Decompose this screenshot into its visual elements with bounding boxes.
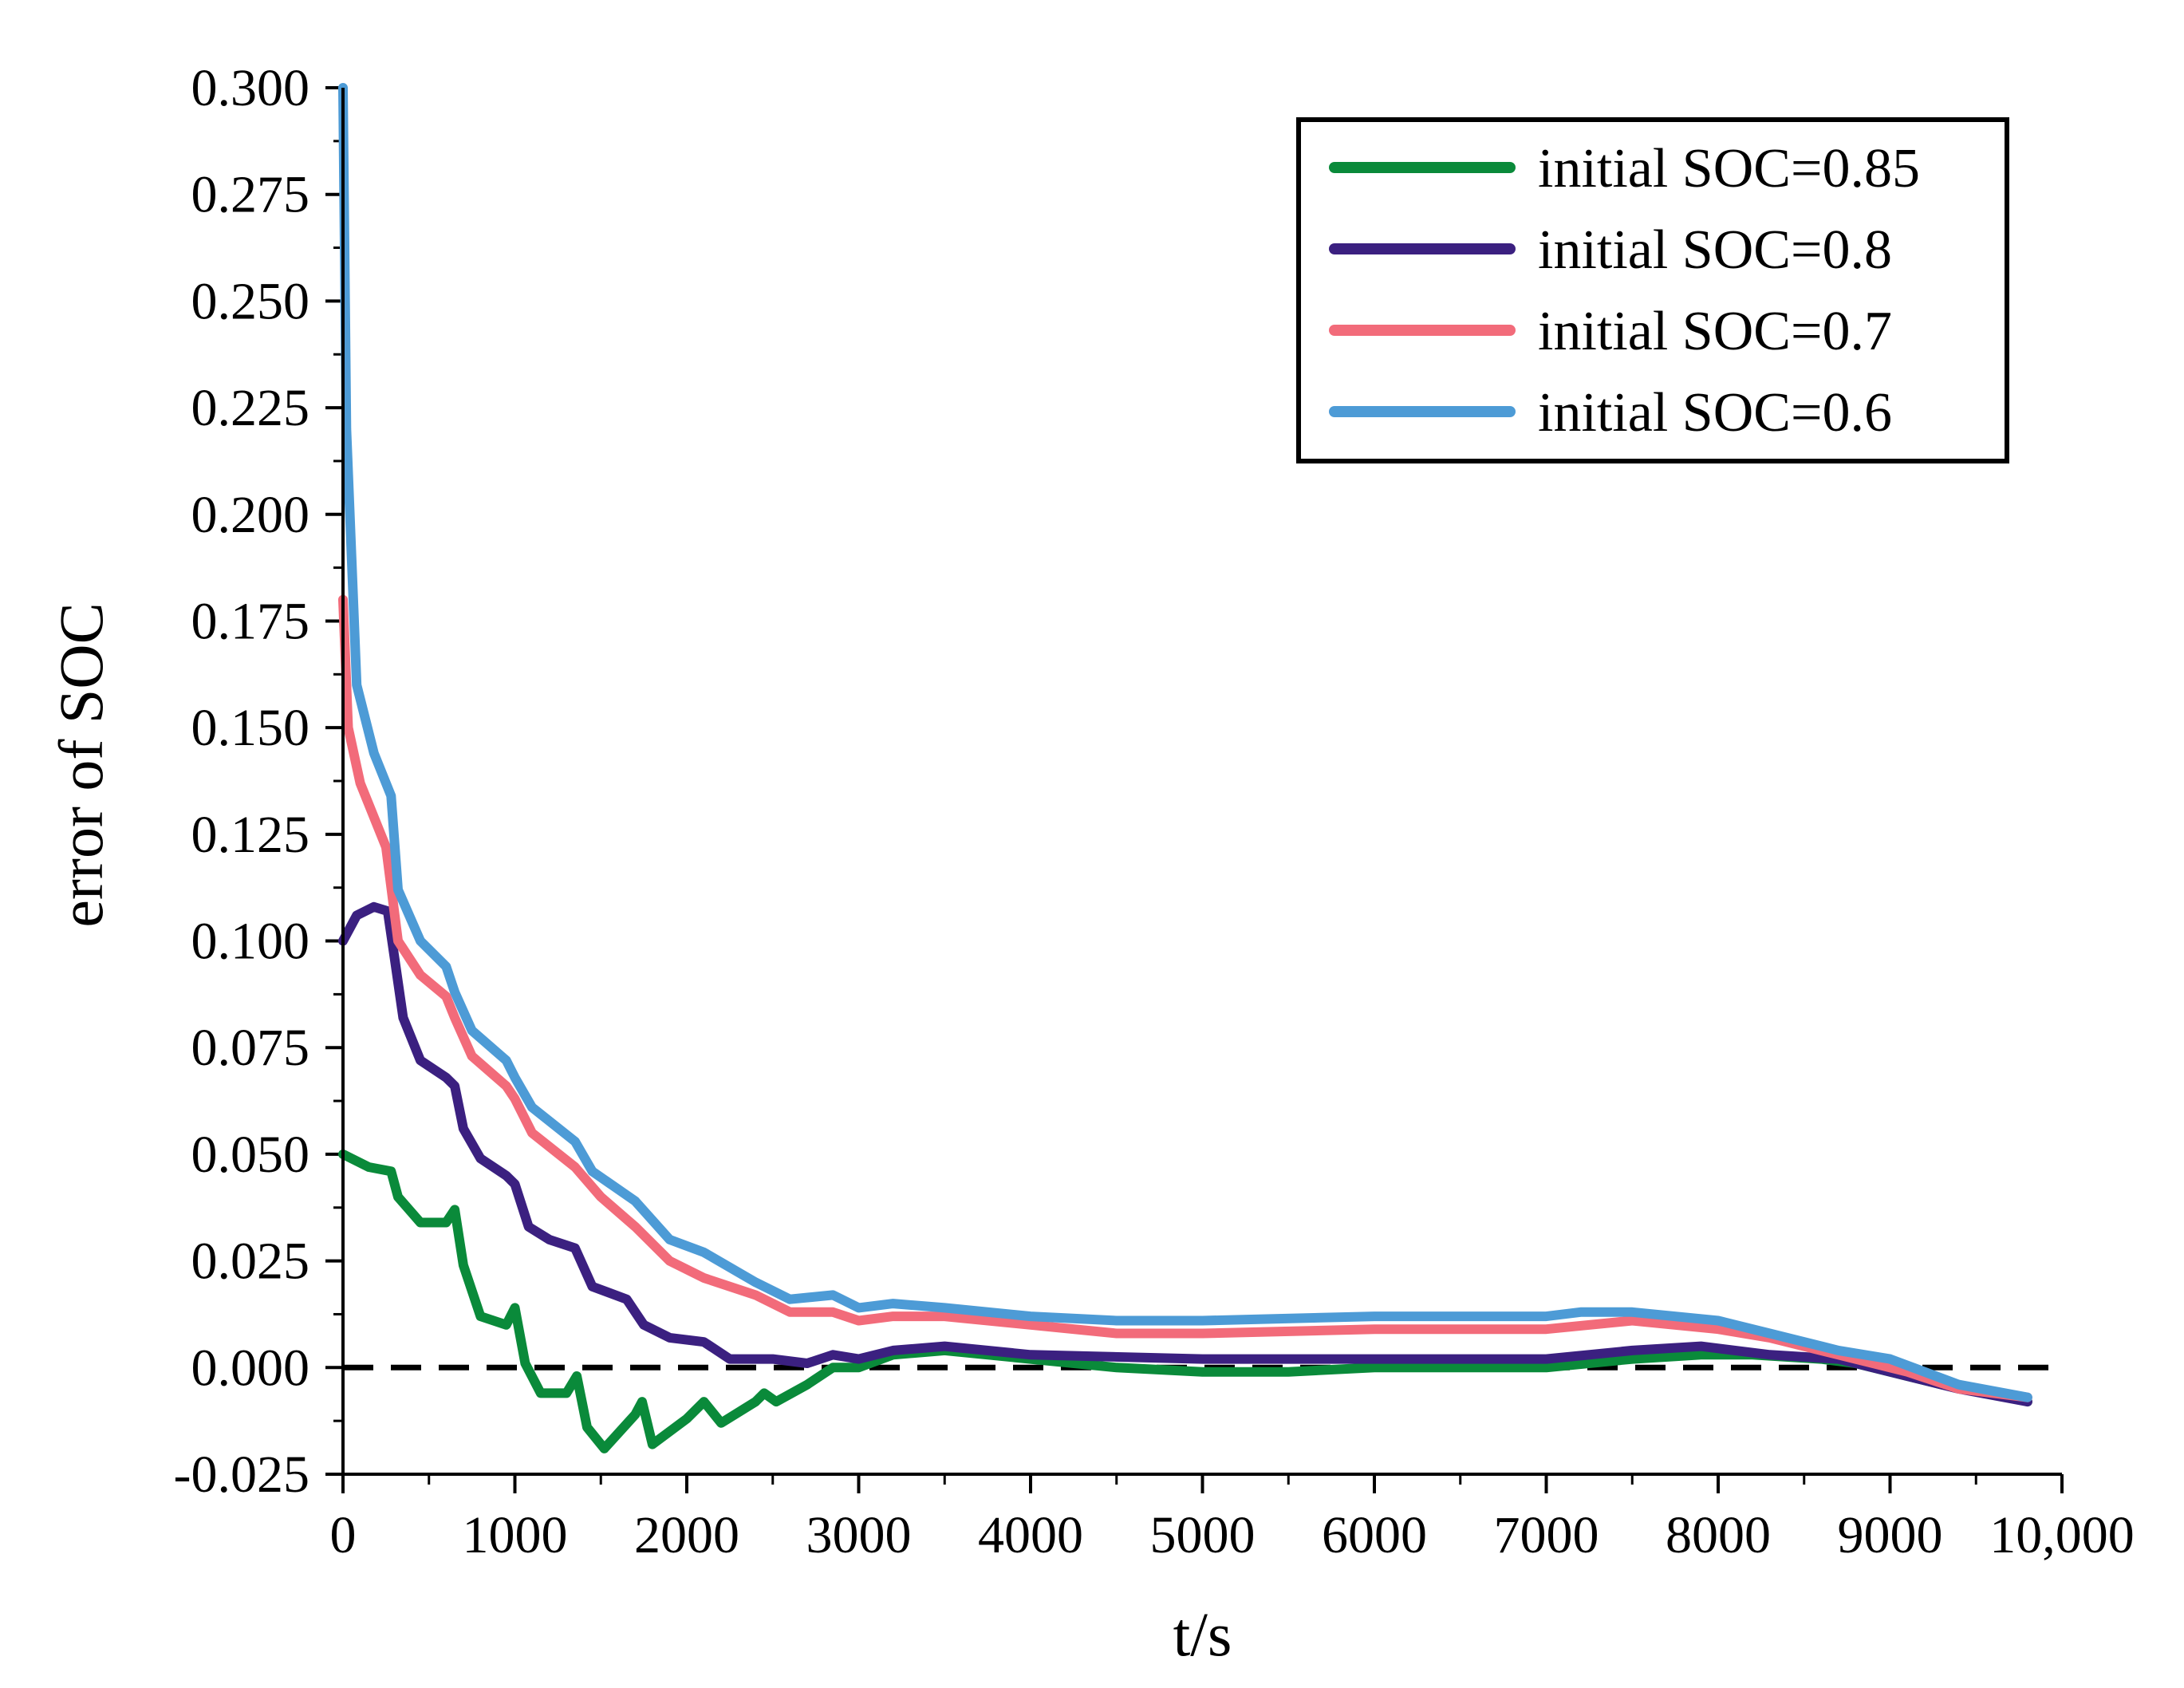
y-tick-label: 0.100 <box>191 913 310 971</box>
x-minor-ticks <box>428 1474 1977 1485</box>
y-tick-label: 0.050 <box>191 1126 310 1184</box>
y-tick-label: 0.025 <box>191 1232 310 1291</box>
x-tick-label: 10,000 <box>1989 1506 2135 1564</box>
y-tick-label: 0.000 <box>191 1339 310 1397</box>
x-tick-label: 0 <box>330 1506 357 1564</box>
y-tick-label: 0.275 <box>191 166 310 224</box>
y-tick-label: 0.225 <box>191 379 310 437</box>
x-axis-title: t/s <box>1173 1599 1232 1669</box>
series-line-4 <box>338 83 2032 1402</box>
legend-label: initial SOC=0.7 <box>1538 301 1892 362</box>
series-line-2 <box>338 901 2032 1407</box>
legend-label: initial SOC=0.6 <box>1538 382 1892 444</box>
y-tick-label: 0.150 <box>191 699 310 757</box>
x-tick-label: 5000 <box>1150 1506 1256 1564</box>
legend-label: initial SOC=0.8 <box>1538 219 1892 281</box>
series-lines <box>338 83 2032 1453</box>
x-tick-label: 4000 <box>978 1506 1083 1564</box>
x-tick-label: 3000 <box>806 1506 912 1564</box>
y-tick-label: 0.200 <box>191 486 310 544</box>
x-tick-label: 9000 <box>1838 1506 1943 1564</box>
x-tick-label: 8000 <box>1666 1506 1771 1564</box>
x-tick-label: 2000 <box>634 1506 739 1564</box>
x-tick-label: 6000 <box>1322 1506 1427 1564</box>
y-tick-label: 0.125 <box>191 806 310 864</box>
y-tick-label: 0.250 <box>191 272 310 330</box>
x-tick-label: 7000 <box>1494 1506 1599 1564</box>
legend: initial SOC=0.85 initial SOC=0.8 initial S… <box>1296 117 2009 463</box>
x-tick-label: 1000 <box>463 1506 568 1564</box>
y-tick-label: 0.075 <box>191 1019 310 1077</box>
x-axis-ticks: 0 1000 2000 3000 4000 5000 6000 7000 8000 9000 10,… <box>330 1474 2135 1564</box>
y-axis-ticks: -0.025 0.000 0.025 0.050 0.075 0.100 0.125 0.15… <box>174 59 343 1504</box>
y-tick-label: 0.300 <box>191 59 310 117</box>
series-line-3 <box>338 594 2032 1402</box>
y-tick-label: -0.025 <box>174 1445 309 1504</box>
legend-box <box>1296 117 2009 463</box>
y-tick-label: 0.175 <box>191 592 310 650</box>
series-line-1 <box>338 1149 2032 1453</box>
y-axis-title: error of SOC <box>46 602 116 927</box>
legend-label: initial SOC=0.85 <box>1538 138 1920 199</box>
